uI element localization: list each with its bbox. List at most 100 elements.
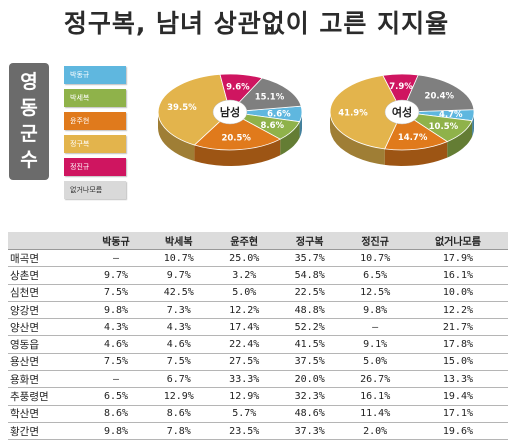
pie-data-label: 4.7% <box>439 110 463 120</box>
table-cell: 12.9% <box>211 387 277 406</box>
table-row: 황간면 9.8% 7.8% 23.5% 37.3% 2.0% 19.6% <box>8 422 508 441</box>
pie-data-label: 6.6% <box>267 109 291 119</box>
table-row: 심천면 7.5% 42.5% 5.0% 22.5% 12.5% 10.0% <box>8 284 508 302</box>
table-row: 용화면 –6.7% 33.3% 20.0% 26.7% 13.3% <box>8 370 508 389</box>
table-cell: 10.0% <box>407 284 508 302</box>
table-cell: 12.2% <box>211 301 277 320</box>
table-cell: 48.8% <box>276 301 343 320</box>
table-cell: 22.4% <box>211 335 277 354</box>
table-header-cell: 윤주현 <box>211 232 277 250</box>
table-header-row: 박동규 박세복 윤주현 정구복 정진규 없거나모름 <box>8 232 508 250</box>
table-cell: 11.4% <box>342 405 408 423</box>
table-cell: 12.9% <box>146 387 212 406</box>
pie-data-label: 10.5% <box>429 122 459 132</box>
table-cell: 13.3% <box>407 370 508 389</box>
table-cell: 8.6% <box>146 405 212 423</box>
table-row: 상촌면 9.7% 9.7% 3.2% 54.8% 6.5% 16.1% <box>8 266 508 285</box>
table-header-cell: 박동규 <box>86 232 147 250</box>
table-cell: 19.4% <box>407 387 508 406</box>
region-label-box: 영 동 군 수 <box>9 63 49 180</box>
table-row: 양산면 4.3% 4.3% 17.4% 52.2% –21.7% <box>8 318 508 337</box>
table-row-region: 영동읍 <box>8 335 86 354</box>
pie-wall <box>280 121 300 156</box>
table-cell: 15.0% <box>407 353 508 372</box>
pie-title: 여성 <box>392 105 412 119</box>
table-header-region <box>8 232 86 250</box>
page-title: 정구복, 남녀 상관없이 고른 지지율 <box>63 9 450 38</box>
table-cell: 9.7% <box>146 266 212 285</box>
pie-title: 남성 <box>220 105 240 119</box>
table-cell: 9.8% <box>86 422 147 441</box>
table-cell: 5.7% <box>211 405 277 423</box>
table-cell: 33.3% <box>211 370 277 389</box>
table-cell: 12.2% <box>407 301 508 320</box>
table-row: 영동읍 4.6% 4.6% 22.4% 41.5% 9.1% 17.8% <box>8 335 508 354</box>
pie-data-label: 41.9% <box>338 108 368 118</box>
table-cell: 8.6% <box>86 405 147 423</box>
table-row-region: 용산면 <box>8 353 86 372</box>
chart-legend: 박동규 박세복 윤주현 정구복 정진규 없거나모름 <box>64 66 126 204</box>
table-cell: 7.5% <box>146 353 212 372</box>
table-cell: 5.0% <box>211 284 277 302</box>
table-row-region: 추풍령면 <box>8 387 86 406</box>
region-char: 영 <box>20 71 38 93</box>
pie-center <box>212 99 248 125</box>
table-cell: 41.5% <box>276 335 343 354</box>
table-cell: 12.5% <box>342 284 408 302</box>
table-header-cell: 정구복 <box>276 232 343 250</box>
table-cell: 32.3% <box>276 387 343 406</box>
table-cell: 4.6% <box>86 335 147 354</box>
table-row-region: 매곡면 <box>8 249 86 268</box>
pie-wall <box>194 139 281 166</box>
table-cell: 6.5% <box>86 387 147 406</box>
pie-slice <box>157 73 231 146</box>
pie-center <box>384 99 420 125</box>
table-cell: 10.7% <box>342 249 408 268</box>
table-row: 양강면 9.8% 7.3% 12.2% 48.8% 9.8% 12.2% <box>8 301 508 320</box>
table-cell: 37.3% <box>276 422 343 441</box>
pie-data-label: 9.6% <box>226 83 250 93</box>
table-cell: 16.1% <box>407 266 508 285</box>
table-cell: 7.3% <box>146 301 212 320</box>
table-cell: 7.5% <box>86 353 147 372</box>
table-cell: 3.2% <box>211 266 277 285</box>
table-cell: 2.0% <box>342 422 408 441</box>
table-cell: 17.8% <box>407 335 508 354</box>
pie-data-label: 20.5% <box>221 134 251 144</box>
table-row-region: 상촌면 <box>8 266 86 285</box>
table-row: 매곡면 –10.7% 25.0% 35.7% 10.7% 17.9% <box>8 249 508 268</box>
table-cell: 26.7% <box>342 370 408 389</box>
table-cell: 10.7% <box>146 249 212 268</box>
pie-slice <box>329 74 403 150</box>
pie-wall <box>472 112 474 137</box>
table-cell: 48.6% <box>276 405 343 423</box>
pie-data-label: 39.5% <box>167 103 197 113</box>
pie-female: 여성 4.7% 10.5%14.7% 41.9% 7.9% 20.4% <box>329 73 475 166</box>
table-cell: 42.5% <box>146 284 212 302</box>
table-row-region: 용화면 <box>8 370 86 389</box>
pie-data-label: 7.9% <box>389 82 413 92</box>
table-cell: 20.0% <box>276 370 343 389</box>
table-cell: 16.1% <box>342 387 408 406</box>
table-cell: 9.8% <box>86 301 147 320</box>
pie-wall <box>384 141 448 166</box>
table-cell: 4.3% <box>86 318 147 337</box>
table-cell: 25.0% <box>211 249 277 268</box>
table-row-region: 양산면 <box>8 318 86 337</box>
table-cell: 17.1% <box>407 405 508 423</box>
pie-wall <box>299 112 302 138</box>
region-char: 군 <box>20 123 38 145</box>
table-cell: 37.5% <box>276 353 343 372</box>
table-cell: 9.1% <box>342 335 408 354</box>
table-cell: 4.6% <box>146 335 212 354</box>
pie-wall <box>330 112 385 165</box>
table-cell: 17.4% <box>211 318 277 337</box>
legend-item: 윤주현 <box>64 112 126 130</box>
table-cell: 23.5% <box>211 422 277 441</box>
table-row-region: 심천면 <box>8 284 86 302</box>
table-cell: 52.2% <box>276 318 343 337</box>
legend-item: 박동규 <box>64 66 126 84</box>
table-body: 매곡면 –10.7% 25.0% 35.7% 10.7% 17.9% 상촌면 9.7% 9.7%… <box>8 249 508 441</box>
table-row-region: 학산면 <box>8 405 86 423</box>
legend-item: 정구복 <box>64 135 126 153</box>
